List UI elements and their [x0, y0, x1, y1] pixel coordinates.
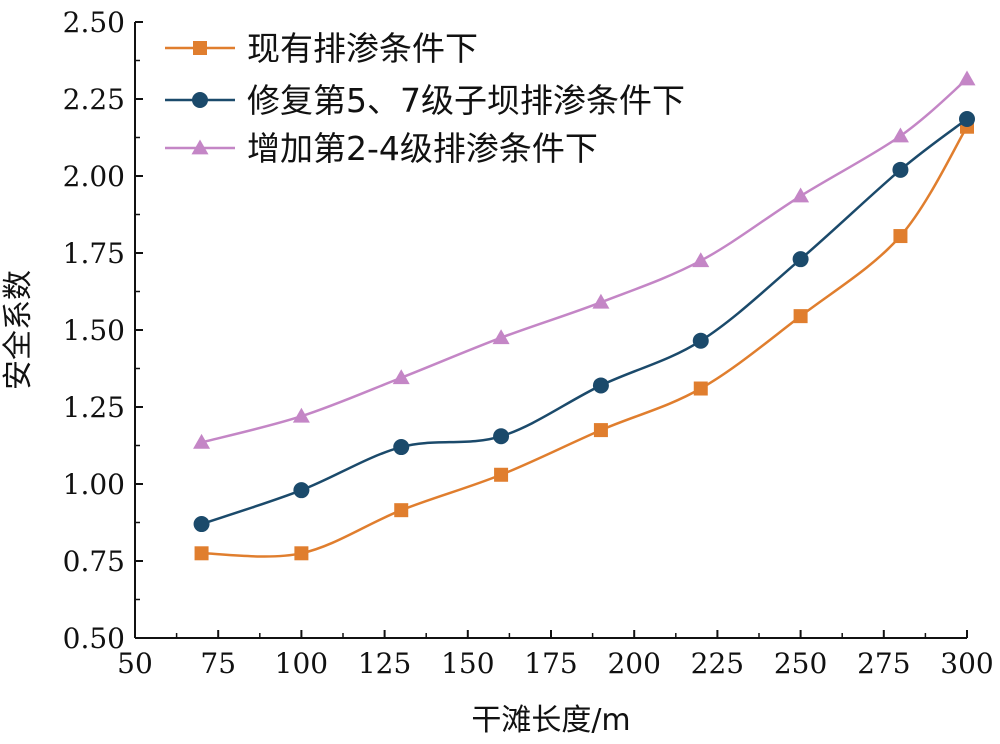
data-point-triangle — [592, 293, 610, 309]
legend-label: 增加第2-4级排渗条件下 — [247, 129, 598, 168]
x-tick-label: 50 — [117, 647, 153, 680]
data-point-circle — [792, 251, 809, 268]
data-point-square — [793, 309, 808, 324]
x-tick-label: 175 — [524, 647, 577, 680]
legend-marker-circle — [192, 92, 208, 108]
x-tick-label: 150 — [441, 647, 494, 680]
y-tick-label: 2.50 — [63, 6, 125, 39]
series-1 — [194, 119, 974, 561]
data-point-circle — [193, 516, 210, 533]
data-point-square — [494, 467, 509, 482]
series-line — [201, 126, 969, 558]
data-point-triangle — [891, 127, 909, 143]
y-tick-label: 1.50 — [63, 314, 125, 347]
series-line — [201, 118, 968, 526]
axes: 0.50 0.75 1.00 1.25 1.50 1.75 2.00 2.25 2.50 50 75… — [63, 6, 994, 680]
data-point-square — [294, 546, 309, 561]
x-tick-label: 100 — [275, 647, 328, 680]
y-tick-label: 2.00 — [63, 160, 125, 193]
data-point-square — [593, 423, 608, 438]
x-tick-label: 75 — [200, 647, 236, 680]
legend-marker-square — [193, 41, 207, 55]
data-point-circle — [692, 332, 709, 349]
legend-marker-triangle — [191, 139, 209, 155]
series-3 — [193, 70, 976, 449]
y-tick-label: 0.75 — [63, 545, 125, 578]
x-tick-label: 300 — [940, 647, 993, 680]
data-point-triangle — [958, 70, 976, 86]
data-point-circle — [959, 111, 975, 128]
x-tick-label: 275 — [857, 647, 910, 680]
y-tick-label: 1.00 — [63, 468, 125, 501]
legend-label: 现有排渗条件下 — [247, 29, 478, 68]
series-layer — [193, 70, 976, 561]
data-point-square — [893, 229, 908, 244]
data-point-square — [394, 503, 409, 518]
data-point-triangle — [692, 252, 710, 268]
y-axis-label: 安全系数 — [1, 270, 36, 390]
data-point-circle — [393, 439, 410, 456]
x-tick-label: 250 — [774, 647, 827, 680]
x-tick-label: 200 — [607, 647, 660, 680]
y-tick-label: 2.25 — [63, 83, 125, 116]
series-2 — [193, 111, 975, 533]
data-point-circle — [892, 161, 909, 178]
data-point-circle — [293, 482, 310, 499]
y-tick-label: 1.75 — [63, 237, 125, 270]
data-point-square — [693, 381, 708, 396]
data-point-square — [194, 546, 209, 561]
data-point-triangle — [392, 369, 410, 385]
x-tick-label: 125 — [358, 647, 411, 680]
x-tick-label: 225 — [691, 647, 744, 680]
y-tick-label: 0.50 — [63, 622, 125, 655]
data-point-circle — [592, 377, 609, 394]
y-tick-label: 1.25 — [63, 391, 125, 424]
data-point-triangle — [292, 407, 310, 423]
x-axis-label: 干滩长度/m — [471, 703, 630, 738]
data-point-triangle — [193, 433, 211, 449]
legend-label: 修复第5、7级子坝排渗条件下 — [247, 81, 685, 120]
data-point-triangle — [492, 329, 510, 345]
data-point-circle — [493, 428, 510, 445]
data-point-triangle — [792, 187, 810, 203]
